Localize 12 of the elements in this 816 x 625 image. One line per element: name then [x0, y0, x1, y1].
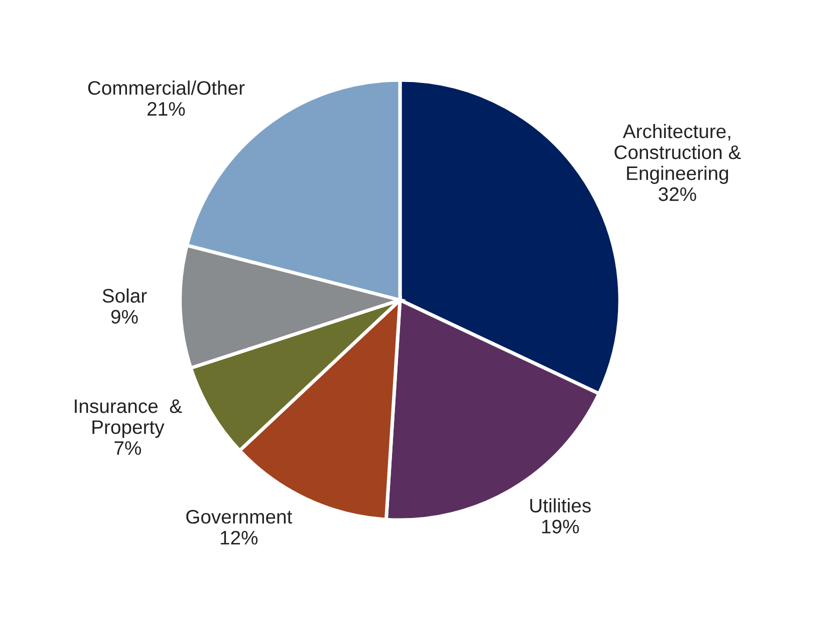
data-label: 32%	[658, 187, 696, 202]
slice-label: Solar	[102, 288, 147, 303]
data-label: 19%	[542, 520, 579, 534]
data-label: 21%	[148, 102, 185, 116]
slice-label: Commercial/Other	[88, 80, 245, 95]
data-label: 12%	[220, 530, 258, 545]
data-label: 9%	[111, 310, 138, 324]
data-label: 7%	[114, 441, 142, 455]
slice-label: Utilities	[530, 498, 591, 513]
slice-label: Government	[186, 510, 292, 524]
slice-label: Architecture, Construction & Engineering	[614, 124, 741, 184]
slice-label: Insurance & Property	[74, 399, 182, 438]
